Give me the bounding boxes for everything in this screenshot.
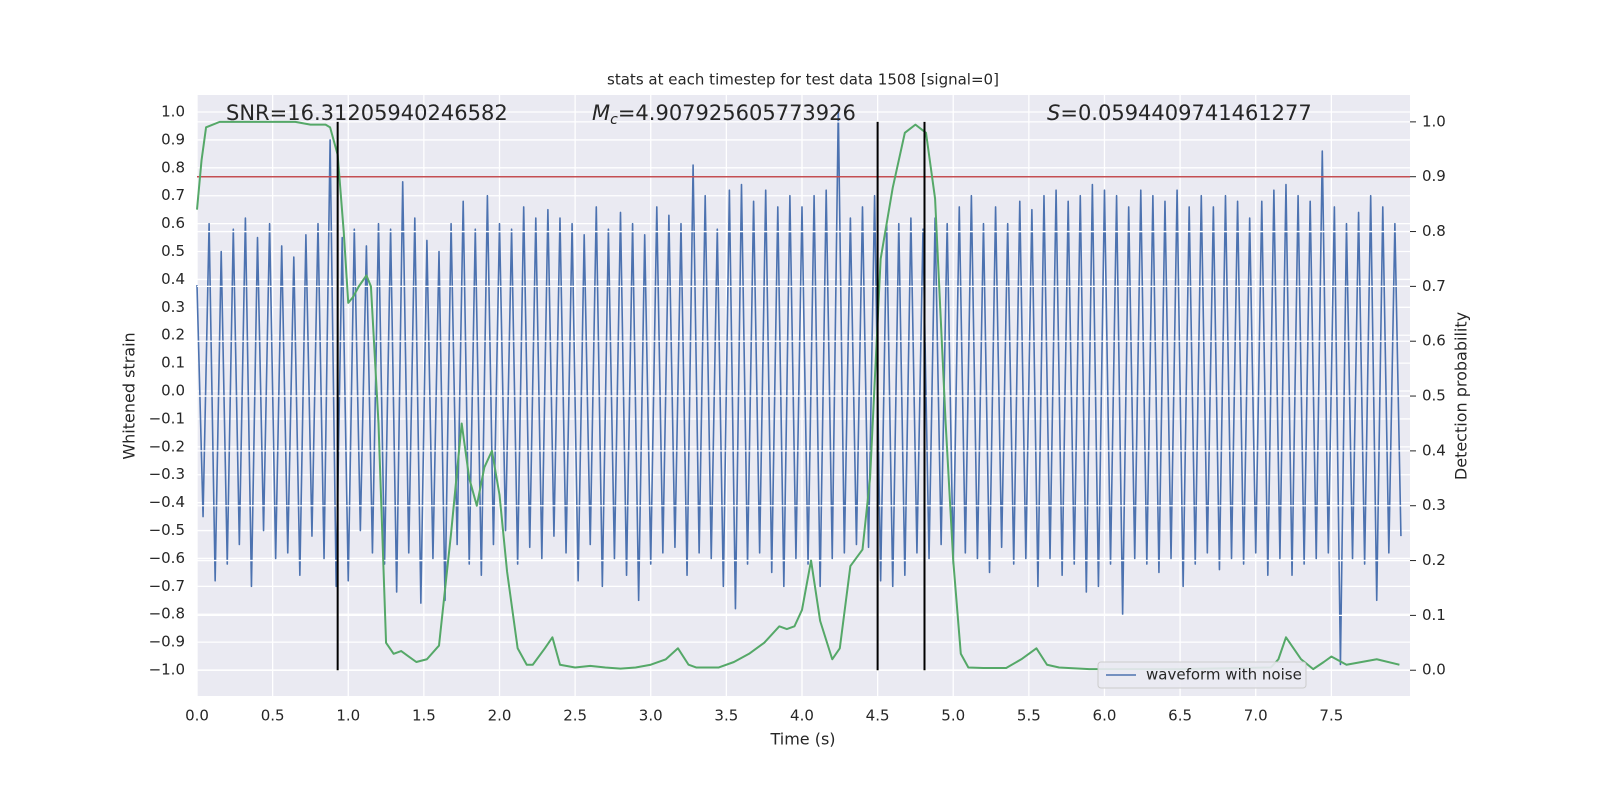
y2-tick-label: 0.6 <box>1422 332 1446 350</box>
annotation-subscript: c <box>610 112 618 128</box>
annotation: S=0.0594409741461277 <box>1047 101 1312 125</box>
legend-label: waveform with noise <box>1146 666 1302 684</box>
data-line <box>196 108 1402 666</box>
annotation-text: SNR=16.31205940246582 <box>226 101 508 125</box>
x-tick-label: 1.5 <box>412 707 436 725</box>
y-tick-label: 0.6 <box>161 214 185 232</box>
x-tick-label: 4.0 <box>790 707 814 725</box>
annotation-symbol: S <box>1047 101 1060 125</box>
y-tick-label: −0.6 <box>149 549 185 567</box>
y-tick-label: 0.8 <box>161 158 185 176</box>
y-tick-label: 0.1 <box>161 354 185 372</box>
x-tick-label: 5.5 <box>1017 707 1041 725</box>
y-tick-label: −0.2 <box>149 437 185 455</box>
y-tick-label: 1.0 <box>161 103 185 121</box>
y-tick-label: −0.3 <box>149 465 185 483</box>
y-tick-label: −0.8 <box>149 605 185 623</box>
annotation: SNR=16.31205940246582 <box>226 101 508 125</box>
annotation-text: =0.0594409741461277 <box>1060 101 1311 125</box>
y2-tick-label: 0.1 <box>1422 606 1446 624</box>
annotation: Mc=4.907925605773926 <box>592 101 856 128</box>
y-tick-label: 0.0 <box>161 382 185 400</box>
y2-tick-label: 0.8 <box>1422 222 1446 240</box>
x-tick-label: 2.5 <box>563 707 587 725</box>
y-tick-label: 0.7 <box>161 186 185 204</box>
legend-box <box>1097 661 1307 689</box>
y-tick-label: 0.3 <box>161 298 185 316</box>
y2-tick-label: 0.3 <box>1422 496 1446 514</box>
y-tick-label: −0.9 <box>149 633 185 651</box>
y-tick-label: 0.9 <box>161 130 185 148</box>
x-tick-label: 2.0 <box>488 707 512 725</box>
chart-title: stats at each timestep for test data 150… <box>607 71 999 89</box>
x-tick-label: 6.0 <box>1093 707 1117 725</box>
x-tick-label: 0.0 <box>185 707 209 725</box>
x-axis-label: Time (s) <box>769 730 835 749</box>
y-tick-label: −0.4 <box>149 493 185 511</box>
y-tick-label: 0.4 <box>161 270 185 288</box>
annotation-symbol: M <box>592 101 610 125</box>
x-tick-label: 7.0 <box>1244 707 1268 725</box>
y-tick-label: 0.2 <box>161 326 185 344</box>
y-axis-label: Whitened strain <box>120 332 139 459</box>
x-tick-label: 5.0 <box>941 707 965 725</box>
y2-tick-label: 0.0 <box>1422 661 1446 679</box>
x-tick-label: 1.0 <box>336 707 360 725</box>
annotation-text: =4.907925605773926 <box>618 101 856 125</box>
y2-tick-label: 0.4 <box>1422 441 1446 459</box>
y2-tick-label: 1.0 <box>1422 112 1446 130</box>
y-tick-label: −0.7 <box>149 577 185 595</box>
y2-axis-label: Detection probability <box>1452 312 1471 480</box>
x-tick-label: 4.5 <box>866 707 890 725</box>
x-tick-label: 6.5 <box>1168 707 1192 725</box>
y2-tick-label: 0.7 <box>1422 277 1446 295</box>
y2-tick-label: 0.2 <box>1422 551 1446 569</box>
y-tick-label: 0.5 <box>161 242 185 260</box>
data-line <box>196 120 1400 671</box>
y-tick-label: −1.0 <box>149 661 185 679</box>
x-tick-label: 7.5 <box>1319 707 1343 725</box>
y-tick-label: −0.1 <box>149 409 185 427</box>
x-tick-label: 0.5 <box>261 707 285 725</box>
x-tick-label: 3.5 <box>714 707 738 725</box>
x-tick-label: 3.0 <box>639 707 663 725</box>
y2-tick-label: 0.9 <box>1422 167 1446 185</box>
y-tick-label: −0.5 <box>149 521 185 539</box>
y2-tick-label: 0.5 <box>1422 387 1446 405</box>
